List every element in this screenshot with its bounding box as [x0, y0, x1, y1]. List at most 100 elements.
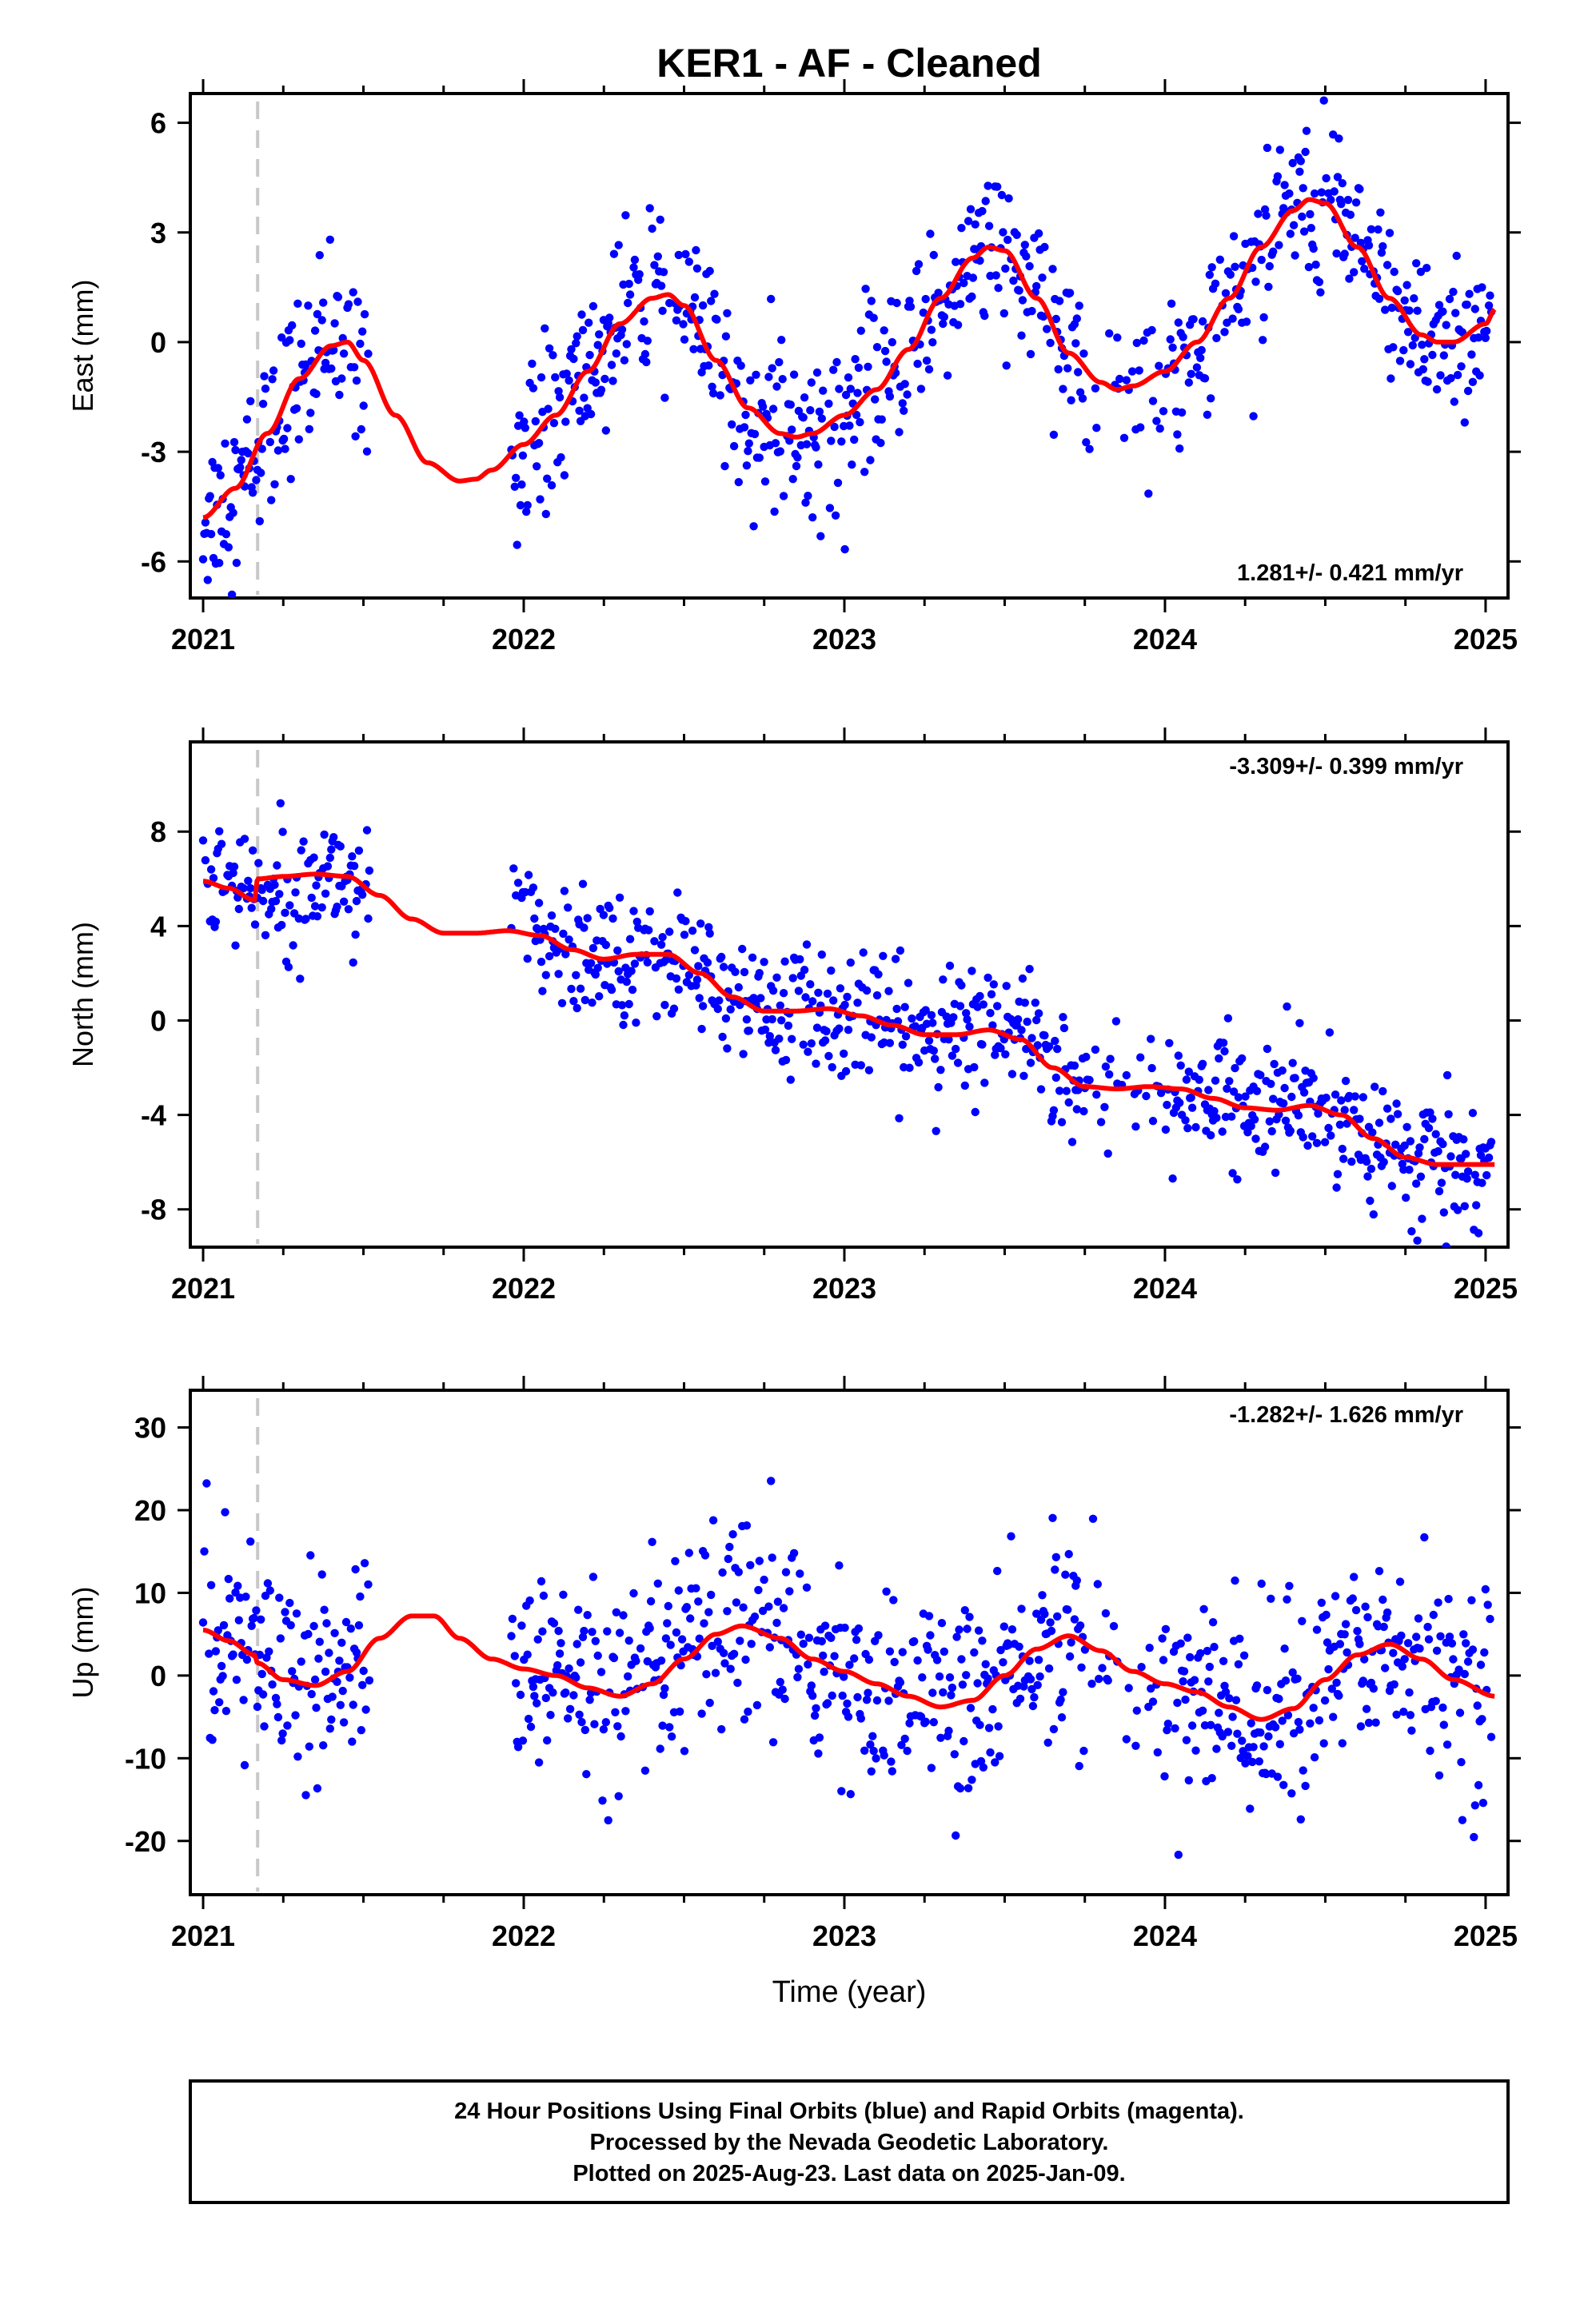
data-point: [812, 1704, 820, 1712]
data-point: [586, 959, 596, 968]
data-point: [1402, 1122, 1411, 1132]
data-point: [1379, 1595, 1387, 1604]
data-point: [720, 1659, 729, 1668]
data-point: [690, 293, 700, 302]
data-point: [1103, 1149, 1112, 1158]
data-point: [589, 301, 598, 311]
data-point: [1327, 1131, 1335, 1140]
data-point: [569, 354, 578, 364]
data-point: [934, 1082, 943, 1092]
data-point: [710, 289, 719, 298]
data-point: [1418, 341, 1426, 349]
data-point: [537, 957, 546, 967]
data-point: [529, 384, 538, 393]
data-point: [619, 1611, 628, 1620]
data-point: [1007, 1625, 1017, 1634]
data-point: [217, 839, 226, 848]
data-point: [1457, 362, 1466, 371]
data-point: [573, 1003, 581, 1013]
data-point: [549, 1688, 557, 1697]
data-point: [1379, 1622, 1388, 1632]
data-point: [1415, 1143, 1424, 1152]
data-point: [1051, 1553, 1061, 1562]
data-point: [1147, 1063, 1156, 1073]
data-point: [1132, 1706, 1142, 1715]
data-point: [888, 1767, 897, 1776]
data-point: [513, 421, 523, 430]
data-point: [283, 1721, 292, 1730]
data-point: [273, 861, 281, 870]
data-point: [891, 955, 900, 963]
data-point: [1265, 261, 1275, 271]
data-point: [981, 1660, 990, 1668]
data-point: [1414, 1614, 1423, 1623]
data-point: [924, 365, 934, 374]
data-point: [708, 389, 718, 398]
data-point: [1280, 1083, 1289, 1093]
data-point: [952, 1044, 960, 1054]
data-point: [1235, 1634, 1244, 1643]
data-point: [646, 1597, 656, 1606]
data-point: [1283, 1595, 1291, 1604]
data-point: [929, 1046, 939, 1055]
data-point: [362, 826, 372, 835]
data-point: [835, 1561, 844, 1570]
data-point: [1049, 430, 1059, 439]
data-point: [804, 1660, 812, 1669]
data-point: [215, 559, 224, 568]
data-point: [872, 343, 882, 352]
data-point: [339, 897, 349, 907]
data-point: [1079, 1746, 1088, 1756]
data-point: [1375, 1567, 1384, 1576]
data-point: [974, 1626, 984, 1635]
data-point: [528, 359, 537, 369]
data-point: [1306, 1719, 1315, 1728]
data-point: [943, 371, 952, 380]
data-point: [731, 967, 740, 977]
data-point: [952, 257, 960, 266]
data-point: [630, 959, 640, 968]
north-model-curve: [202, 871, 1495, 1167]
data-point: [523, 955, 532, 963]
data-point: [910, 1636, 919, 1646]
data-point: [285, 901, 294, 910]
data-point: [1234, 305, 1243, 313]
data-point: [1236, 1753, 1245, 1763]
data-point: [305, 425, 313, 433]
data-point: [1249, 1743, 1258, 1752]
data-point: [1190, 1676, 1199, 1684]
data-point: [644, 926, 653, 935]
data-point: [1015, 1642, 1023, 1651]
data-point: [508, 1614, 517, 1624]
data-point: [760, 477, 770, 486]
data-point: [956, 1784, 965, 1793]
data-point: [257, 886, 266, 895]
data-point: [1187, 1103, 1197, 1112]
data-point: [292, 404, 301, 413]
data-point: [887, 1757, 896, 1766]
data-point: [779, 1604, 788, 1612]
data-point: [772, 1618, 781, 1628]
data-point: [1366, 1196, 1375, 1206]
data-point: [860, 1746, 869, 1755]
data-point: [1418, 1214, 1426, 1223]
data-point: [802, 940, 812, 949]
x-tick-label: 2021: [171, 1919, 235, 1952]
data-point: [948, 1051, 957, 1060]
data-point: [942, 1012, 951, 1021]
data-point: [921, 294, 930, 304]
data-point: [1423, 1622, 1432, 1632]
data-point: [325, 1648, 333, 1657]
y-tick-label: 10: [134, 1577, 166, 1609]
data-point: [1327, 1684, 1337, 1693]
data-point: [616, 1732, 625, 1741]
data-point: [1310, 1753, 1319, 1762]
data-point: [660, 393, 669, 402]
data-point: [874, 970, 883, 979]
data-point: [1364, 241, 1374, 250]
data-point: [913, 359, 922, 369]
data-point: [1299, 1088, 1309, 1097]
data-point: [569, 1691, 578, 1700]
data-point: [277, 920, 286, 930]
data-point: [1399, 1165, 1408, 1174]
